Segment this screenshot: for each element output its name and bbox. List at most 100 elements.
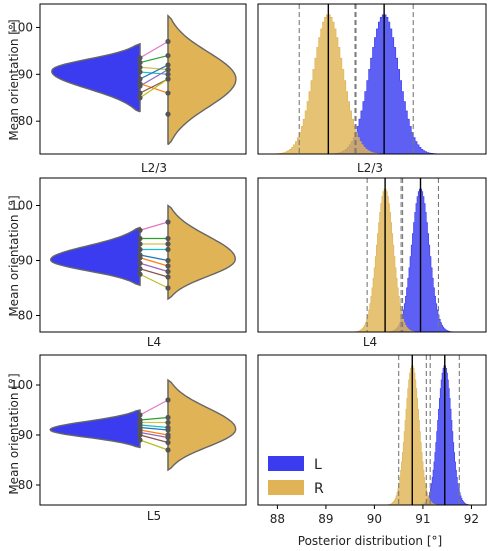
point-r (165, 76, 171, 82)
point-l (137, 83, 143, 89)
point-l (137, 266, 143, 272)
posterior-panel-l4 (257, 177, 487, 333)
posterior-panel-l23 (257, 3, 487, 155)
y-tick-label: 90 (18, 254, 33, 268)
point-l (137, 55, 143, 61)
posterior-frame (257, 177, 487, 333)
legend-swatch-r (268, 480, 304, 495)
point-r (165, 414, 171, 421)
posterior-xlabel-l5: Posterior distribution [°] (298, 534, 442, 548)
pair-line (139, 78, 169, 99)
point-l (137, 90, 143, 96)
y-tick-label: 90 (18, 428, 33, 442)
y-tick-label: 100 (10, 199, 33, 213)
posterior-frame (257, 354, 487, 506)
violin-panel-l5: 80 90 100 (10, 354, 247, 506)
y-tick-label: 80 (18, 309, 33, 323)
point-r (165, 62, 171, 68)
ylabel-l4: Mean orientation [°] (7, 195, 21, 316)
pair-line (139, 262, 169, 273)
point-r (165, 71, 171, 77)
point-l (137, 227, 143, 233)
point-r (165, 111, 171, 117)
point-l (137, 432, 143, 438)
point-l (137, 59, 143, 66)
pair-line (139, 431, 169, 439)
x-tick-label: 92 (464, 512, 479, 526)
point-l (137, 260, 143, 266)
y-tick-label: 100 (10, 378, 33, 392)
pair-line (139, 66, 169, 71)
point-r (165, 263, 171, 269)
pair-line (139, 40, 169, 59)
legend-label-r: R (314, 481, 324, 497)
legend-label-l: L (314, 457, 322, 473)
posterior-xlabel-l23: L2/3 (357, 161, 383, 175)
violin-l (51, 42, 141, 113)
pair-line (139, 399, 169, 416)
violin-xlabel-l5: L5 (147, 509, 161, 523)
pair-line (139, 429, 169, 436)
violin-r (167, 14, 237, 146)
point-l (137, 64, 143, 70)
posterior-frame (257, 3, 487, 155)
point-r (165, 235, 171, 242)
violin-l (49, 409, 141, 449)
posterior-xlabel-l4: L4 (363, 335, 377, 349)
point-r (165, 427, 171, 433)
point-r (165, 268, 171, 275)
point-l (137, 235, 143, 242)
ylabel-l23: Mean orientation [°] (7, 19, 21, 140)
point-r (165, 52, 171, 59)
point-r (165, 241, 171, 247)
point-r (165, 90, 171, 96)
point-l (137, 95, 143, 101)
pair-line (139, 254, 169, 262)
violin-xlabel-l4: L4 (147, 335, 161, 349)
legend-swatch-l (268, 456, 304, 471)
point-l (137, 69, 143, 75)
point-l (137, 255, 143, 261)
pair-line (139, 434, 169, 444)
violin-l (49, 226, 141, 287)
violin-panel-l23: 80 90 100 (10, 3, 247, 155)
violin-frame (39, 177, 247, 333)
pair-line (139, 426, 169, 431)
pair-line (139, 273, 169, 289)
point-l (137, 241, 143, 247)
point-l (137, 246, 143, 253)
y-tick-label: 100 (10, 20, 33, 34)
legend: L R (268, 456, 324, 497)
pair-line (139, 221, 169, 231)
point-r (165, 439, 171, 446)
y-tick-label: 90 (18, 67, 33, 81)
point-r (165, 397, 171, 403)
x-tick-label: 90 (367, 512, 382, 526)
posterior-panel-l5: 88 89 90 91 92 (257, 354, 487, 526)
point-r (165, 219, 171, 225)
point-r (165, 434, 171, 441)
pair-line (139, 69, 169, 87)
pair-line (139, 416, 169, 421)
pair-line (139, 64, 169, 80)
point-r (165, 246, 171, 253)
x-tick-label: 88 (270, 512, 285, 526)
point-r (165, 67, 171, 73)
violin-panel-l4: 80 90 100 (10, 177, 247, 333)
point-r (165, 38, 171, 45)
point-l (137, 437, 143, 443)
point-l (137, 76, 143, 82)
point-r (165, 419, 171, 426)
ylabel-l5: Mean orientation [°] (7, 373, 21, 494)
point-r (165, 257, 171, 264)
pair-line (139, 54, 169, 64)
point-r (165, 285, 171, 291)
violin-xlabel-l23: L2/3 (141, 161, 167, 175)
violin-r (167, 378, 237, 472)
point-r (165, 447, 171, 453)
violin-frame (39, 354, 247, 506)
pair-line (139, 257, 169, 267)
pair-line (139, 71, 169, 75)
y-tick-label: 80 (18, 478, 33, 492)
